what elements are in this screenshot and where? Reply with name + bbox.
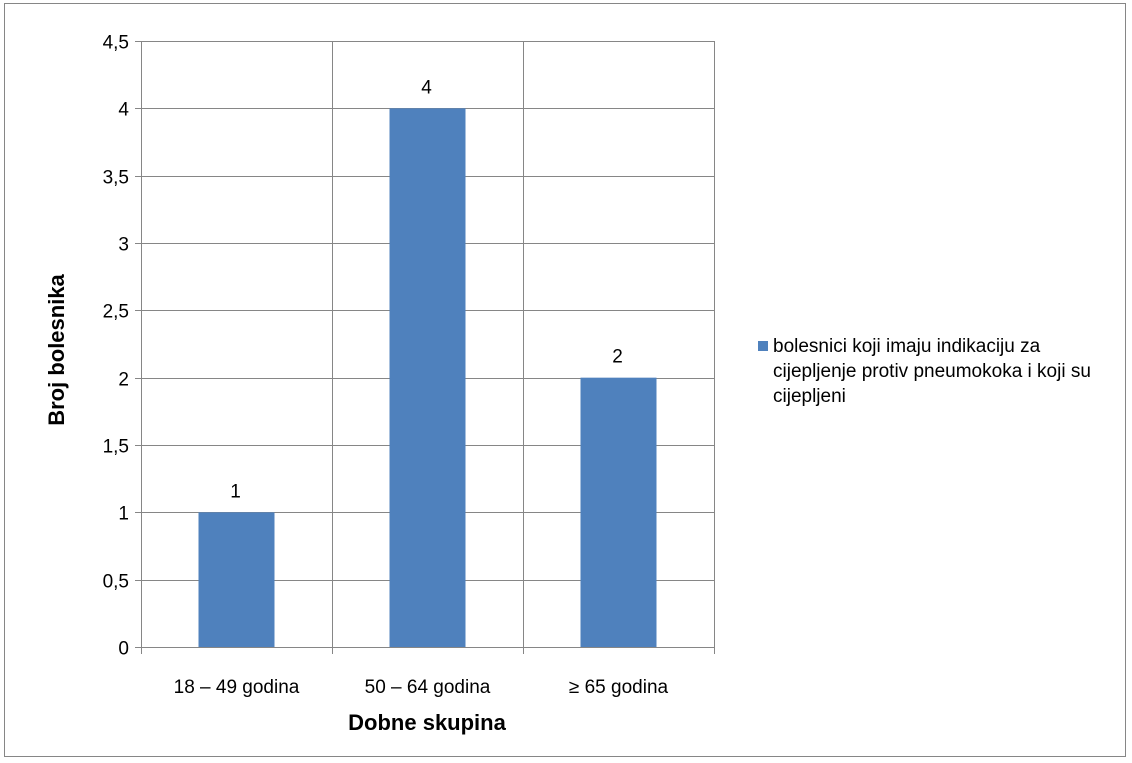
y-tick-label: 0 [118, 639, 129, 660]
y-tick-label: 2,5 [103, 302, 129, 323]
legend-swatch [758, 341, 768, 351]
bar [198, 512, 275, 647]
bar [389, 108, 466, 648]
y-tick-label: 3 [118, 235, 129, 256]
data-label: 4 [421, 77, 432, 98]
data-labels: 1 4 2 [230, 77, 623, 502]
chart-frame [4, 3, 1126, 757]
x-tick-labels: 18 – 49 godina 50 – 64 godina ≥ 65 godina [174, 677, 669, 698]
legend: bolesnici koji imaju indikaciju za cijep… [758, 334, 1118, 409]
y-tick-label: 4,5 [103, 33, 129, 54]
x-axis-title: Dobne skupina [348, 710, 506, 735]
y-tick-labels: 0 0,5 1 1,5 2 2,5 3 3,5 4 4,5 [103, 33, 130, 660]
y-tick-label: 4 [118, 100, 129, 121]
bar [580, 377, 657, 647]
axes [135, 41, 715, 654]
y-tick-label: 0,5 [103, 572, 129, 593]
bars [198, 108, 657, 648]
y-tick-label: 1,5 [103, 437, 129, 458]
x-tick-label: 50 – 64 godina [365, 677, 491, 698]
legend-series-name: bolesnici koji imaju indikaciju za cijep… [773, 336, 1091, 407]
data-label: 2 [612, 347, 623, 368]
x-tick-label: ≥ 65 godina [569, 677, 669, 698]
data-label: 1 [230, 481, 241, 502]
y-axis-title: Broj bolesnika [44, 273, 69, 425]
y-tick-label: 2 [118, 370, 129, 391]
y-tick-label: 1 [118, 504, 129, 525]
y-tick-label: 3,5 [103, 168, 129, 189]
x-tick-label: 18 – 49 godina [174, 677, 300, 698]
